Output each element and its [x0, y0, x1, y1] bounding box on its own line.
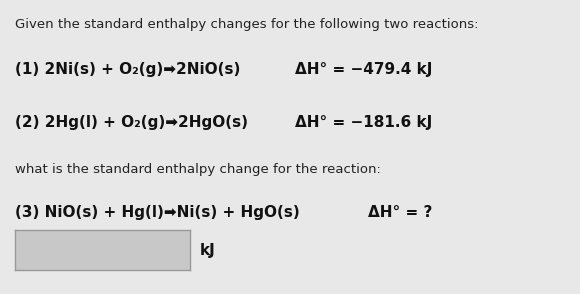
Text: kJ: kJ — [200, 243, 216, 258]
Text: (2) 2Hg(l) + O₂(g)➡2HgO(s): (2) 2Hg(l) + O₂(g)➡2HgO(s) — [15, 115, 248, 130]
Text: what is the standard enthalpy change for the reaction:: what is the standard enthalpy change for… — [15, 163, 381, 176]
Text: (1) 2Ni(s) + O₂(g)➡2NiO(s): (1) 2Ni(s) + O₂(g)➡2NiO(s) — [15, 62, 240, 77]
Text: (3) NiO(s) + Hg(l)➡Ni(s) + HgO(s): (3) NiO(s) + Hg(l)➡Ni(s) + HgO(s) — [15, 205, 300, 220]
Text: ΔH° = −181.6 kJ: ΔH° = −181.6 kJ — [295, 115, 432, 130]
Text: Given the standard enthalpy changes for the following two reactions:: Given the standard enthalpy changes for … — [15, 18, 478, 31]
Text: ΔH° = −479.4 kJ: ΔH° = −479.4 kJ — [295, 62, 432, 77]
Text: ΔH° = ?: ΔH° = ? — [368, 205, 432, 220]
